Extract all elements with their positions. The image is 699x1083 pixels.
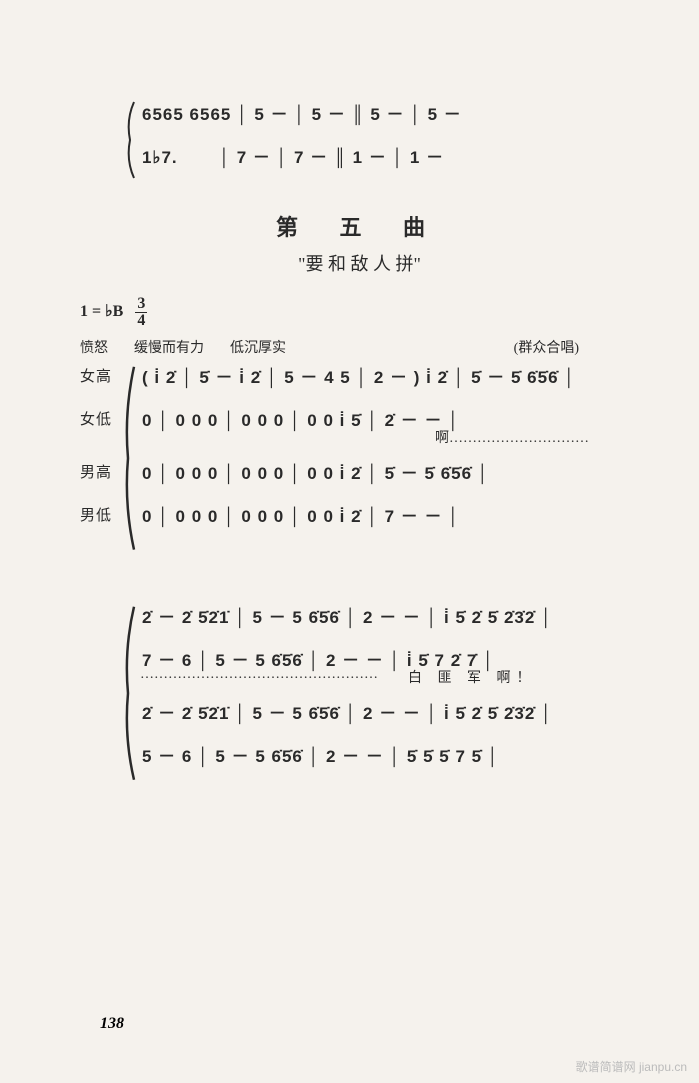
top-system: 6565 6565 │ 5 － │ 5 － ║ 5 － │ 5 － 1♭7. │…: [80, 100, 639, 180]
notes-s1-bass: 0 │ 0 0 0 │ 0 0 0 │ 0 0 i̇ 2̇ │ 7 － － │: [130, 502, 460, 527]
time-denominator: 4: [135, 313, 147, 329]
page-number: 138: [100, 1015, 124, 1033]
time-signature: 3 4: [135, 296, 147, 329]
lyric-1-text: 啊…………………………: [435, 431, 589, 446]
system-2: 2̇ － 2̇ 5̇2̇1̇ │ 5 － 5 6̇5̇6̇ │ 2 － － │ …: [80, 603, 639, 803]
time-numerator: 3: [135, 296, 147, 313]
watermark: 歌谱简谱网 jianpu.cn: [576, 1058, 687, 1075]
staff-bass: 男低 0 │ 0 0 0 │ 0 0 0 │ 0 0 i̇ 2̇ │ 7 － －…: [80, 502, 639, 527]
key-time-signature: 1 = ♭B 3 4: [80, 296, 639, 329]
tempo-mark-1: 愤怒: [80, 337, 108, 357]
top-row-1: 6565 6565 │ 5 － │ 5 － ║ 5 － │ 5 －: [80, 100, 639, 125]
key-signature: 1 = ♭B: [80, 303, 123, 320]
notes-s1-tenor: 0 │ 0 0 0 │ 0 0 0 │ 0 0 i̇ 2̇ │ 5̇ － 5̇ …: [130, 459, 489, 484]
system-1: 女高 ( i̇ 2̇ │ 5̇ － i̇ 2̇ │ 5 － 4 5 │ 2 － …: [80, 363, 639, 573]
tempo-mark-4: (群众合唱): [514, 337, 579, 357]
system-bracket: [122, 603, 138, 793]
lyric-2-left: ……………………………………………: [140, 667, 378, 687]
tempo-mark-2: 缓慢而有力: [134, 337, 204, 357]
movement-subtitle: "要 和 敌 人 拼": [80, 250, 639, 276]
notes-top-1: 6565 6565 │ 5 － │ 5 － ║ 5 － │ 5 －: [130, 100, 462, 125]
staff-tenor: 男高 0 │ 0 0 0 │ 0 0 0 │ 0 0 i̇ 2̇ │ 5̇ － …: [80, 459, 639, 484]
notes-s1-alto: 0 │ 0 0 0 │ 0 0 0 │ 0 0 i̇ 5̇ │ 2̇ － － │: [130, 406, 460, 431]
staff-tenor-2: 2̇ － 2̇ 5̇2̇1̇ │ 5 － 5 6̇5̇6̇ │ 2 － － │ …: [80, 699, 639, 724]
top-row-2: 1♭7. │ 7 － │ 7 － ║ 1 － │ 1 －: [80, 143, 639, 168]
staff-soprano: 女高 ( i̇ 2̇ │ 5̇ － i̇ 2̇ │ 5 － 4 5 │ 2 － …: [80, 363, 639, 388]
system-bracket: [122, 100, 138, 180]
lyric-2-right: 白 匪 军 啊！: [408, 667, 537, 687]
staff-bass-2: 5 － 6 │ 5 － 5 6̇5̇6̇ │ 2 － － │ 5̇ 5̇ 5̇ …: [80, 742, 639, 767]
tempo-mark-3: 低沉厚实: [230, 337, 286, 357]
movement-title: 第 五 曲: [80, 210, 639, 242]
notes-s2-bass: 5 － 6 │ 5 － 5 6̇5̇6̇ │ 2 － － │ 5̇ 5̇ 5̇ …: [130, 742, 499, 767]
tempo-marks: 愤怒 缓慢而有力 低沉厚实 (群众合唱): [80, 337, 639, 357]
notes-top-2: 1♭7. │ 7 － │ 7 － ║ 1 － │ 1 －: [130, 143, 444, 168]
notes-s2-soprano: 2̇ － 2̇ 5̇2̇1̇ │ 5 － 5 6̇5̇6̇ │ 2 － － │ …: [130, 603, 553, 628]
system-bracket: [122, 363, 138, 563]
notes-s2-tenor: 2̇ － 2̇ 5̇2̇1̇ │ 5 － 5 6̇5̇6̇ │ 2 － － │ …: [130, 699, 553, 724]
staff-soprano-2: 2̇ － 2̇ 5̇2̇1̇ │ 5 － 5 6̇5̇6̇ │ 2 － － │ …: [80, 603, 639, 628]
notes-s1-soprano: ( i̇ 2̇ │ 5̇ － i̇ 2̇ │ 5 － 4 5 │ 2 － ) i…: [130, 363, 576, 388]
